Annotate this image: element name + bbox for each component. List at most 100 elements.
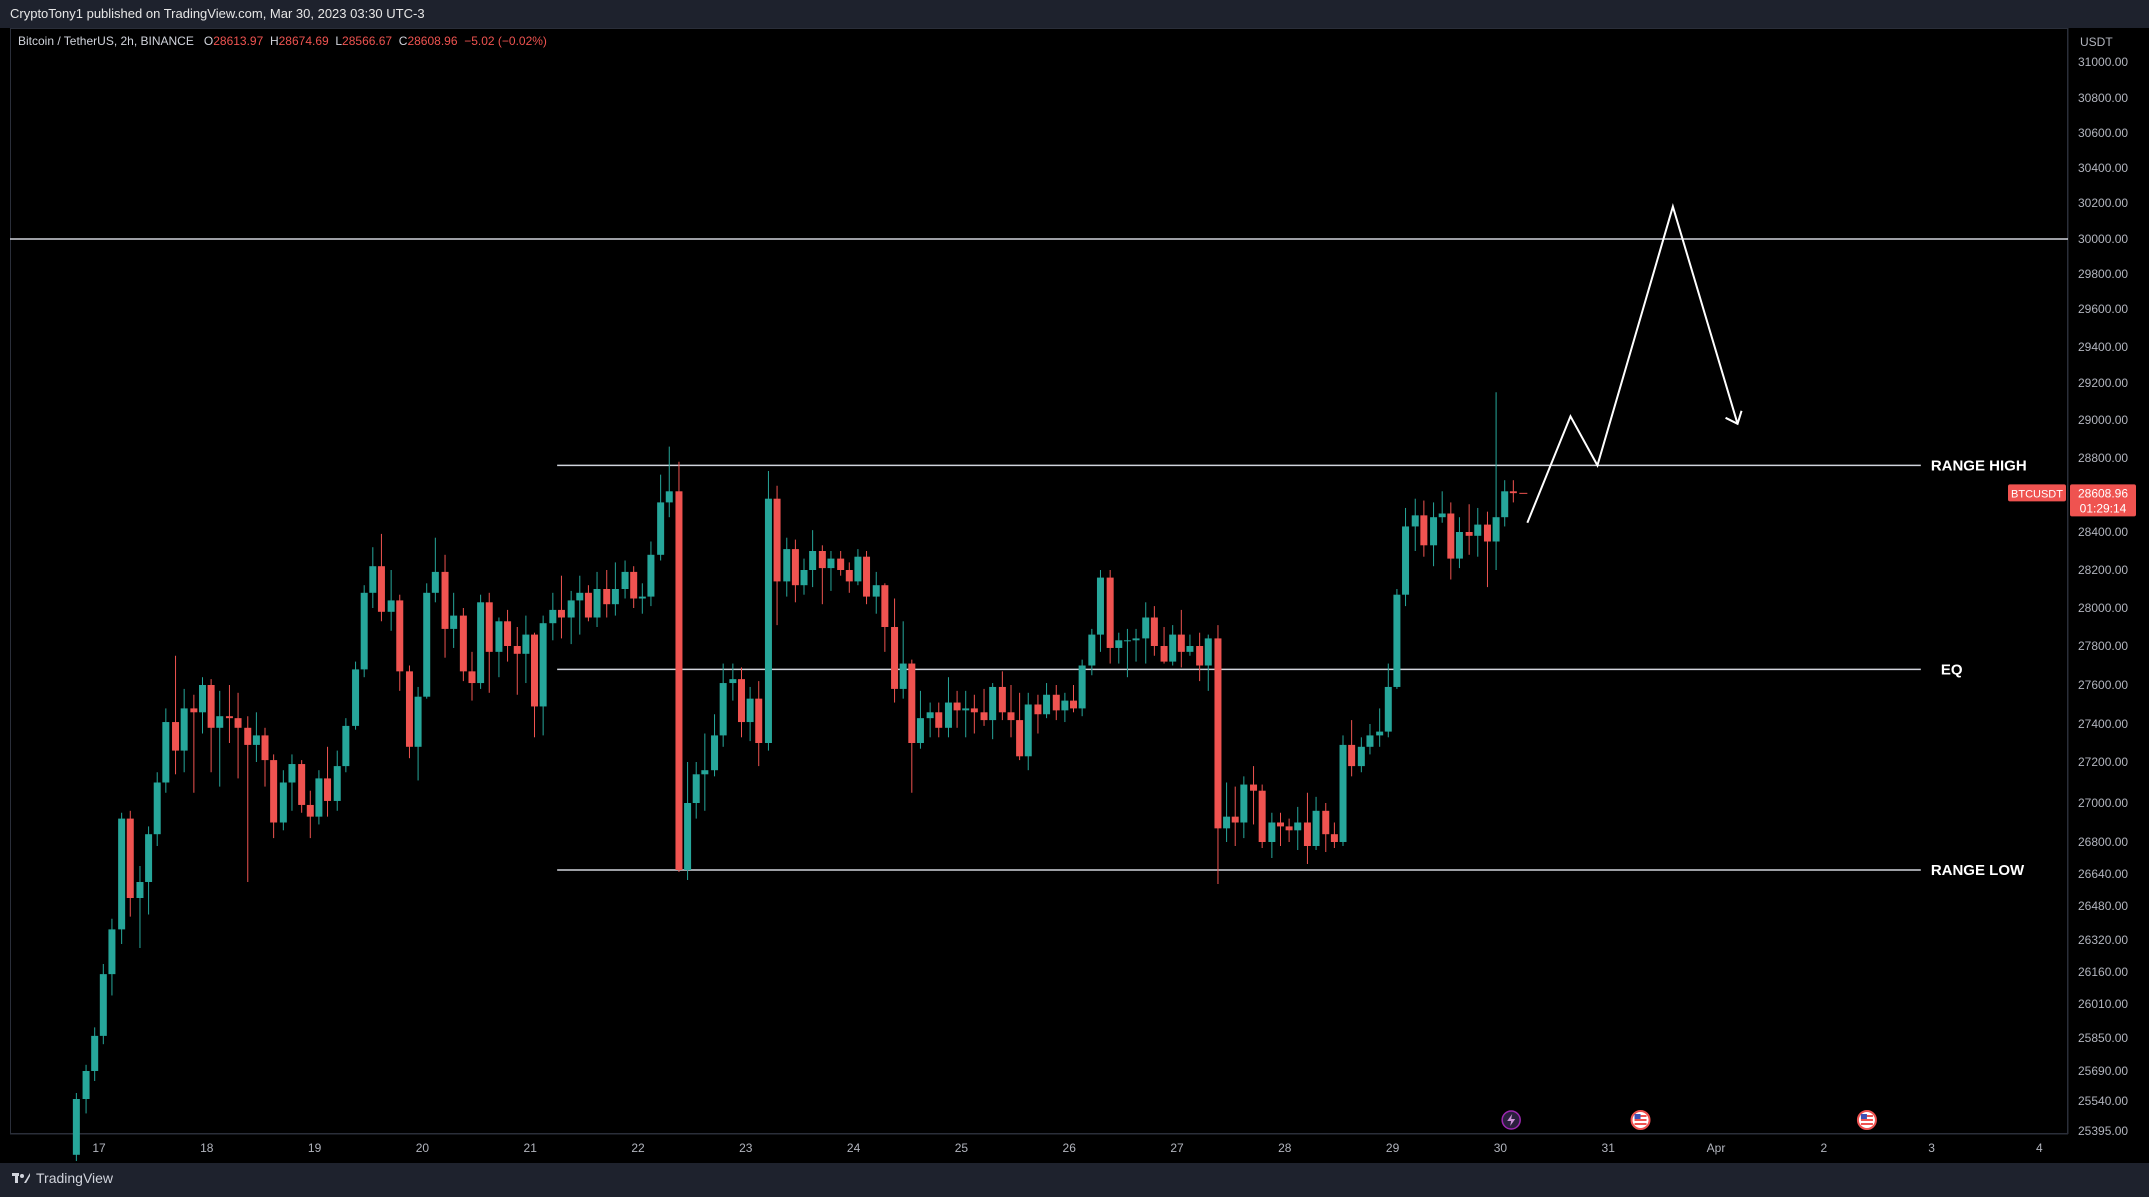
- candle-body: [261, 735, 269, 761]
- candle-body: [306, 804, 314, 817]
- candle-body: [1196, 646, 1204, 666]
- y-tick-label: 25850.00: [2078, 1031, 2128, 1045]
- candle-body: [1268, 822, 1276, 842]
- candle-body: [279, 782, 287, 823]
- candle-body: [333, 766, 341, 801]
- x-tick-label: 24: [847, 1141, 861, 1155]
- candle-body: [1061, 700, 1069, 711]
- y-tick-label: 27800.00: [2078, 639, 2128, 653]
- candle-body: [1052, 694, 1060, 711]
- y-tick-label: 26320.00: [2078, 933, 2128, 947]
- flag-canton: [1634, 1114, 1641, 1119]
- y-tick-label: 25690.00: [2078, 1064, 2128, 1078]
- change-value: −5.02 (−0.02%): [464, 34, 547, 48]
- candle-body: [926, 712, 934, 719]
- candle-body: [719, 683, 727, 736]
- y-tick-label: 30400.00: [2078, 161, 2128, 175]
- candle-body: [244, 727, 252, 745]
- projection-arrowhead: [1725, 410, 1743, 426]
- y-tick-label: 28800.00: [2078, 451, 2128, 465]
- candle-body: [675, 491, 683, 870]
- y-tick-label: 27600.00: [2078, 678, 2128, 692]
- y-tick-label: 29000.00: [2078, 413, 2128, 427]
- tradingview-logo[interactable]: TradingView: [12, 1170, 113, 1186]
- candle-body: [665, 491, 673, 503]
- candle-body: [72, 1099, 80, 1155]
- candle-body: [746, 698, 754, 723]
- candle-body: [136, 882, 144, 898]
- candle-body: [1430, 517, 1438, 546]
- candle-body: [1384, 686, 1392, 732]
- candle-body: [647, 554, 655, 597]
- candle-body: [324, 778, 332, 801]
- publisher-text: CryptoTony1 published on TradingView.com…: [10, 6, 425, 21]
- candle-body: [845, 570, 853, 582]
- candle-body: [935, 712, 943, 728]
- candle-body: [1483, 524, 1491, 542]
- candle-body: [1330, 834, 1338, 842]
- candle-body: [118, 818, 126, 930]
- low-label: L: [335, 34, 343, 48]
- candle-body: [1223, 816, 1231, 829]
- candle-body: [1186, 646, 1194, 652]
- y-tick-label: 25395.00: [2078, 1124, 2128, 1138]
- candle-body: [1123, 640, 1131, 642]
- candle-body: [1070, 700, 1078, 709]
- candle-body: [872, 585, 880, 597]
- candle-body: [145, 834, 153, 882]
- price-axis-unit: USDT: [2080, 35, 2113, 49]
- candle-body: [1376, 731, 1384, 736]
- candle-body: [1078, 665, 1086, 709]
- candle-body: [863, 556, 871, 597]
- candle-body: [504, 621, 512, 646]
- footer-bar: TradingView: [0, 1163, 2149, 1197]
- x-tick-label: 20: [416, 1141, 430, 1155]
- high-label: H: [269, 34, 279, 48]
- y-tick-label: 30000.00: [2078, 232, 2128, 246]
- candle-body: [153, 782, 161, 835]
- candle-body: [1169, 634, 1177, 662]
- x-tick-label: 31: [1602, 1141, 1616, 1155]
- x-tick-label: 4: [2036, 1141, 2043, 1155]
- candle-body: [423, 592, 431, 697]
- candle-body: [1474, 524, 1482, 536]
- y-tick-label: 31000.00: [2078, 55, 2128, 69]
- candle-body: [837, 558, 845, 570]
- candle-body: [1357, 746, 1365, 767]
- candle-body: [944, 702, 952, 728]
- candle-body: [1106, 577, 1114, 648]
- candle-body: [1132, 638, 1140, 641]
- y-tick-label: 26640.00: [2078, 867, 2128, 881]
- symbol-tag-bg: [2008, 484, 2066, 502]
- candle-body: [1160, 646, 1168, 662]
- candle-body: [1455, 532, 1463, 559]
- candle-body: [190, 708, 198, 713]
- candle-body: [1043, 694, 1051, 715]
- candle-body: [360, 592, 368, 670]
- x-tick-label: 28: [1278, 1141, 1292, 1155]
- y-tick-label: 28200.00: [2078, 563, 2128, 577]
- candle-body: [962, 708, 970, 711]
- candle-body: [234, 718, 242, 728]
- level-label: RANGE HIGH: [1931, 457, 2027, 474]
- chart-pane[interactable]: [10, 28, 2068, 1134]
- tradingview-logo-icon: [12, 1171, 30, 1185]
- candle-body: [369, 566, 377, 593]
- candle-body: [1420, 515, 1428, 546]
- candle-body: [539, 623, 547, 707]
- x-tick-label: 26: [1063, 1141, 1077, 1155]
- candle-body: [701, 770, 709, 775]
- candle-body: [162, 722, 170, 783]
- candle-body: [1303, 822, 1311, 846]
- flag-canton: [1860, 1114, 1867, 1119]
- candle-body: [567, 600, 575, 618]
- low-value: 28566.67: [342, 34, 393, 48]
- candle-body: [298, 764, 306, 805]
- candle-body: [1204, 638, 1212, 666]
- candle-body: [737, 679, 745, 723]
- candle-body: [377, 566, 385, 612]
- candle-body: [1366, 735, 1374, 747]
- candle-body: [764, 498, 772, 743]
- y-tick-label: 26800.00: [2078, 835, 2128, 849]
